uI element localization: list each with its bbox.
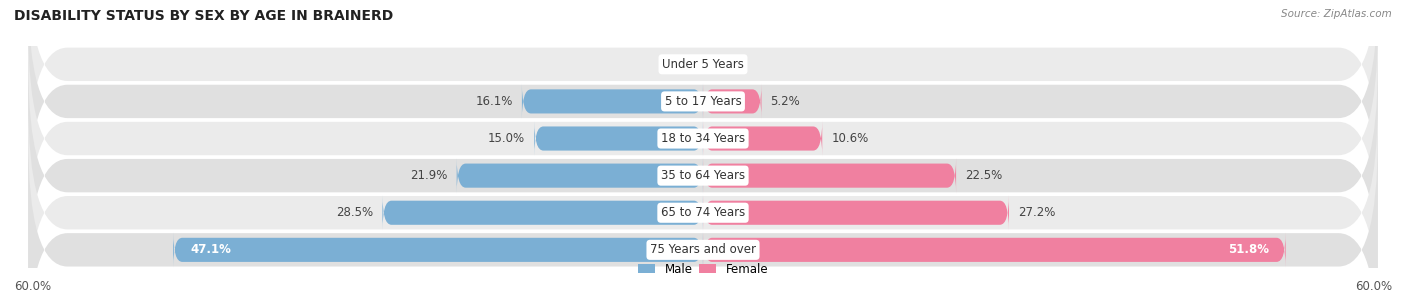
Legend: Male, Female: Male, Female: [633, 258, 773, 280]
Text: 35 to 64 Years: 35 to 64 Years: [661, 169, 745, 182]
FancyBboxPatch shape: [522, 84, 703, 119]
FancyBboxPatch shape: [28, 0, 1378, 215]
FancyBboxPatch shape: [28, 25, 1378, 252]
Text: 22.5%: 22.5%: [965, 169, 1002, 182]
Text: 75 Years and over: 75 Years and over: [650, 243, 756, 256]
Text: DISABILITY STATUS BY SEX BY AGE IN BRAINERD: DISABILITY STATUS BY SEX BY AGE IN BRAIN…: [14, 9, 394, 23]
Text: 10.6%: 10.6%: [831, 132, 869, 145]
FancyBboxPatch shape: [703, 84, 762, 119]
Text: 65 to 74 Years: 65 to 74 Years: [661, 206, 745, 219]
FancyBboxPatch shape: [534, 121, 703, 156]
Text: Source: ZipAtlas.com: Source: ZipAtlas.com: [1281, 9, 1392, 19]
Text: 15.0%: 15.0%: [488, 132, 526, 145]
Text: 28.5%: 28.5%: [336, 206, 374, 219]
FancyBboxPatch shape: [703, 121, 823, 156]
FancyBboxPatch shape: [382, 195, 703, 230]
FancyBboxPatch shape: [703, 158, 956, 193]
Text: 51.8%: 51.8%: [1227, 243, 1268, 256]
Text: Under 5 Years: Under 5 Years: [662, 58, 744, 71]
Text: 47.1%: 47.1%: [190, 243, 231, 256]
Text: 21.9%: 21.9%: [411, 169, 447, 182]
Text: 5.2%: 5.2%: [770, 95, 800, 108]
Text: 27.2%: 27.2%: [1018, 206, 1056, 219]
FancyBboxPatch shape: [28, 63, 1378, 289]
FancyBboxPatch shape: [28, 137, 1378, 305]
Text: 60.0%: 60.0%: [1355, 280, 1392, 293]
FancyBboxPatch shape: [703, 232, 1285, 267]
FancyBboxPatch shape: [28, 99, 1378, 305]
Text: 18 to 34 Years: 18 to 34 Years: [661, 132, 745, 145]
FancyBboxPatch shape: [457, 158, 703, 193]
Text: 60.0%: 60.0%: [14, 280, 51, 293]
Text: 16.1%: 16.1%: [475, 95, 513, 108]
Text: 5 to 17 Years: 5 to 17 Years: [665, 95, 741, 108]
FancyBboxPatch shape: [703, 195, 1010, 230]
FancyBboxPatch shape: [28, 0, 1378, 178]
FancyBboxPatch shape: [173, 232, 703, 267]
